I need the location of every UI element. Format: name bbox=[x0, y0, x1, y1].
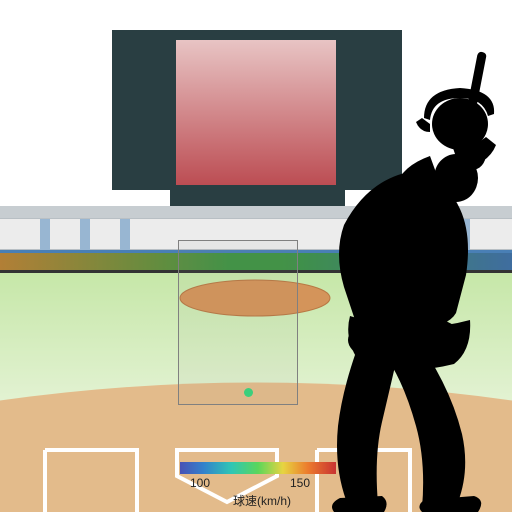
speed-legend-bar bbox=[180, 462, 336, 474]
legend-tick-100: 100 bbox=[186, 476, 214, 490]
batter-silhouette bbox=[0, 0, 512, 512]
legend-tick-150: 150 bbox=[286, 476, 314, 490]
legend-caption: 球速(km/h) bbox=[217, 492, 307, 509]
pitch-view: 100 150 球速(km/h) bbox=[0, 0, 512, 512]
